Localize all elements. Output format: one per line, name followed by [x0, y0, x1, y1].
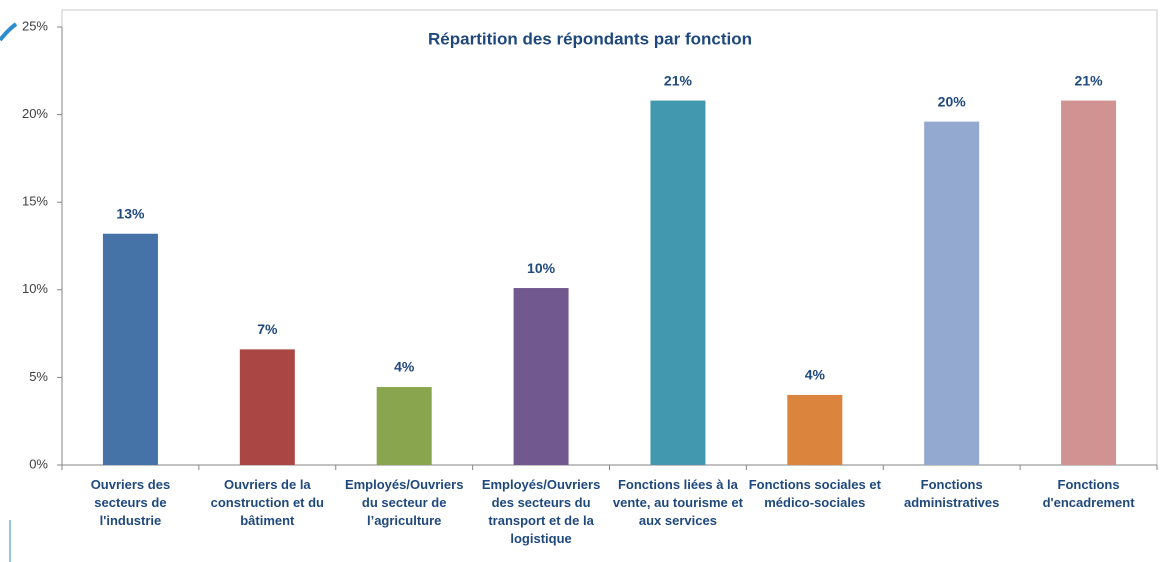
bar	[513, 288, 569, 465]
chart-title: Répartition des répondants par fonction	[428, 29, 752, 48]
value-label: 7%	[257, 321, 278, 337]
bar	[102, 233, 158, 465]
x-tick-label: Fonctions d'encadrement	[1042, 477, 1135, 510]
bar	[239, 349, 295, 465]
y-tick-label: 15%	[22, 194, 48, 209]
bar	[650, 100, 706, 466]
value-label: 20%	[938, 93, 967, 109]
y-tick-label: 10%	[22, 281, 48, 296]
y-tick-label: 0%	[29, 456, 48, 471]
y-tick-label: 20%	[22, 106, 48, 121]
x-tick-label: Employés/Ouvriers des secteurs du transp…	[481, 477, 601, 546]
x-tick-label: Ouvriers de la construction et du bâtime…	[210, 477, 324, 528]
value-label: 4%	[805, 367, 826, 383]
decor-arc	[0, 22, 18, 42]
y-tick-label: 25%	[22, 18, 48, 33]
value-label: 21%	[664, 72, 693, 88]
bar	[924, 121, 980, 465]
x-tick-label: Fonctions sociales et médico-sociales	[748, 477, 881, 510]
bar	[376, 387, 432, 465]
plot-border	[61, 9, 1158, 466]
value-label: 4%	[394, 359, 415, 375]
x-tick-label: Ouvriers des secteurs de l'industrie	[90, 477, 171, 528]
x-tick-label: Fonctions liées à la vente, au tourisme …	[612, 477, 743, 528]
y-tick-label: 5%	[29, 369, 48, 384]
x-tick-label: Fonctions administratives	[904, 477, 1000, 510]
x-tick-label: Employés/Ouvriers du secteur de l’agricu…	[344, 477, 464, 528]
value-label: 10%	[527, 260, 556, 276]
bar	[1061, 100, 1117, 466]
value-label: 21%	[1075, 72, 1104, 88]
bar	[787, 394, 843, 465]
value-label: 13%	[116, 205, 145, 221]
